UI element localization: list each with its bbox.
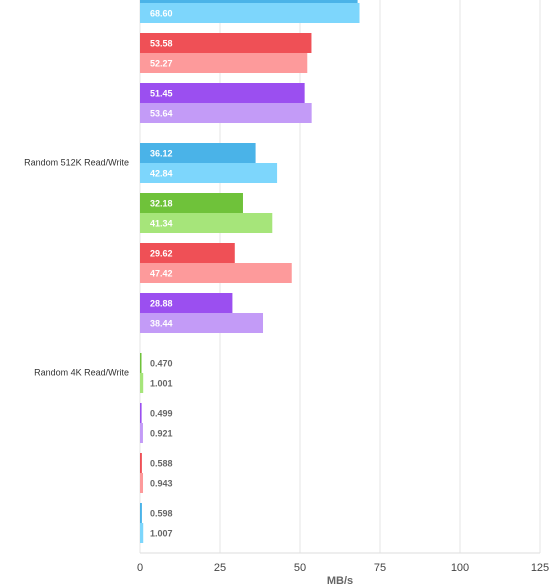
value-label: 53.58 — [150, 38, 173, 48]
value-label: 1.001 — [150, 378, 173, 388]
bar — [140, 523, 144, 543]
bar — [140, 353, 142, 373]
x-tick-label: 75 — [374, 562, 386, 574]
value-label: 38.44 — [150, 318, 173, 328]
bar — [140, 33, 312, 53]
bar — [140, 473, 144, 493]
bar — [140, 403, 142, 423]
x-tick-label: 25 — [214, 562, 226, 574]
value-label: 0.499 — [150, 408, 173, 418]
bar — [140, 293, 233, 313]
value-label: 36.12 — [150, 148, 173, 158]
bar — [140, 143, 256, 163]
group-label: Random 512K Read/Write — [24, 157, 129, 167]
value-label: 0.943 — [150, 478, 173, 488]
bar — [140, 243, 235, 263]
value-label: 32.18 — [150, 198, 173, 208]
value-label: 28.88 — [150, 298, 173, 308]
value-label: 0.588 — [150, 458, 173, 468]
value-label: 1.007 — [150, 528, 173, 538]
value-label: 51.45 — [150, 88, 173, 98]
bar — [140, 373, 144, 393]
bar — [140, 453, 142, 473]
value-label: 68.60 — [150, 8, 173, 18]
value-label: 0.598 — [150, 508, 173, 518]
value-label: 42.84 — [150, 168, 173, 178]
bar — [140, 313, 264, 333]
value-label: 47.42 — [150, 268, 173, 278]
x-tick-label: 0 — [137, 562, 143, 574]
bar — [140, 53, 308, 73]
value-label: 41.34 — [150, 218, 173, 228]
bar — [140, 83, 305, 103]
bar — [140, 103, 312, 123]
bar — [140, 503, 142, 523]
x-axis-title: MB/s — [327, 575, 353, 585]
x-tick-label: 125 — [531, 562, 549, 574]
x-tick-label: 50 — [294, 562, 306, 574]
bar — [140, 213, 273, 233]
bar — [140, 263, 292, 283]
bar — [140, 163, 278, 183]
bar — [140, 0, 358, 3]
value-label: 52.27 — [150, 58, 173, 68]
value-label: 0.921 — [150, 428, 173, 438]
group-label: Random 4K Read/Write — [34, 367, 129, 377]
bar — [140, 3, 360, 23]
value-label: 29.62 — [150, 248, 173, 258]
bar — [140, 193, 243, 213]
bar — [140, 423, 143, 443]
x-tick-label: 100 — [451, 562, 469, 574]
value-label: 53.64 — [150, 108, 173, 118]
value-label: 0.470 — [150, 358, 173, 368]
